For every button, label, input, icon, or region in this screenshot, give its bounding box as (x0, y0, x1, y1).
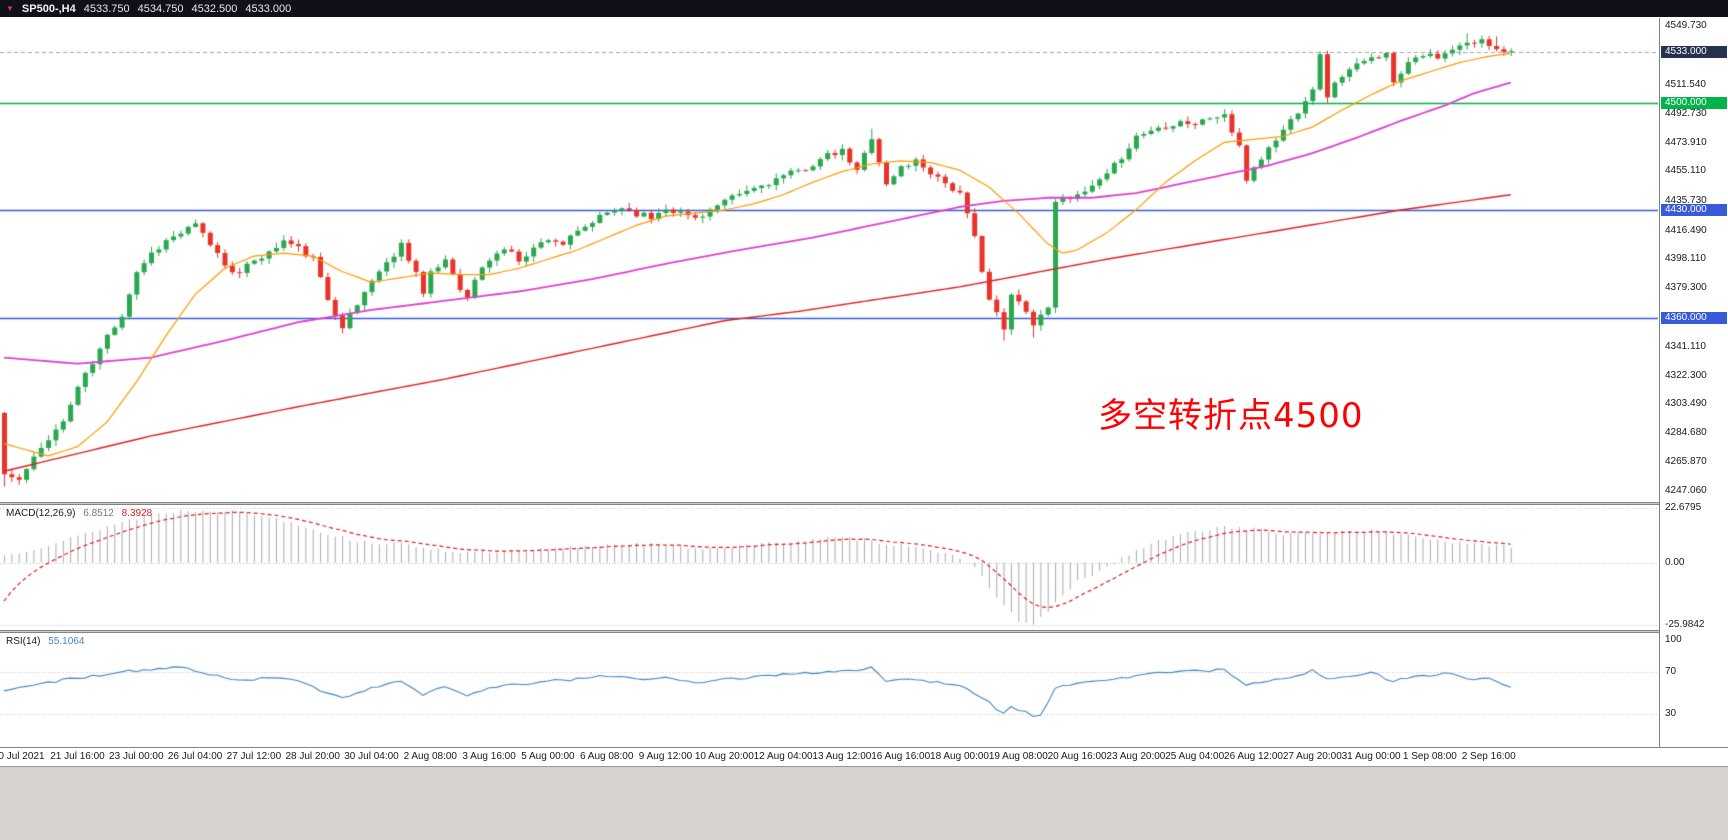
price-axis-badge-current: 4533.000 (1661, 45, 1727, 58)
terminal-background (0, 766, 1728, 840)
macd-signal-value: 8.3928 (121, 508, 153, 519)
time-axis-label: 31 Aug 00:00 (1341, 751, 1401, 762)
price-axis-label: 4473.910 (1665, 136, 1707, 148)
price-axis-badge-blue: 4360.000 (1661, 311, 1727, 324)
price-axis-label: 4492.730 (1665, 107, 1707, 119)
macd-main-value: 6.8512 (83, 508, 114, 519)
macd-axis-label: 22.6795 (1665, 502, 1702, 514)
rsi-axis-label: 30 (1665, 708, 1677, 719)
quote-close: 4533.000 (245, 2, 292, 15)
price-chart-canvas[interactable] (0, 18, 1658, 502)
price-axis-label: 4379.300 (1665, 281, 1707, 293)
price-axis-label: 4398.110 (1665, 253, 1706, 265)
macd-name: MACD(12,26,9) (6, 508, 76, 519)
time-axis-label: 20 Aug 16:00 (1047, 751, 1107, 762)
time-axis-label: 9 Aug 12:00 (638, 751, 693, 762)
time-axis-label: 27 Jul 12:00 (226, 751, 282, 762)
time-axis-label: 30 Jul 04:00 (344, 751, 399, 762)
price-axis-label: 4435.730 (1665, 195, 1707, 207)
symbol-timeframe-label: SP500-,H4 (21, 2, 76, 15)
rsi-axis-label: 100 (1665, 634, 1682, 645)
rsi-canvas[interactable] (0, 633, 1658, 747)
time-axis-label: 2 Aug 08:00 (403, 751, 457, 762)
time-axis-label: 25 Aug 04:00 (1165, 751, 1225, 762)
panel-divider[interactable] (0, 630, 1728, 633)
time-axis-label: 13 Aug 12:00 (812, 751, 872, 762)
rsi-value: 55.1064 (48, 636, 85, 647)
price-axis-label: 4247.060 (1665, 485, 1707, 497)
time-axis-label: 26 Aug 12:00 (1224, 751, 1283, 762)
price-axis-label: 4265.870 (1665, 456, 1707, 468)
time-axis-label: 28 Jul 20:00 (285, 751, 340, 762)
price-axis-badge-green: 4500.000 (1661, 96, 1727, 109)
price-axis-label: 4549.730 (1665, 20, 1707, 32)
time-axis-label: 16 Aug 16:00 (871, 751, 931, 762)
quote-high: 4534.750 (137, 2, 184, 15)
time-axis-label: 26 Jul 04:00 (167, 751, 223, 762)
price-axis-badge-blue: 4430.000 (1661, 204, 1727, 217)
quote-low: 4532.500 (191, 2, 238, 15)
macd-indicator-label: MACD(12,26,9) 6.8512 8.3928 (6, 508, 157, 519)
price-chart-panel: 多空转折点4500 (0, 18, 1659, 502)
rsi-indicator-label: RSI(14) 55.1064 (6, 636, 89, 647)
price-axis-label: 4455.110 (1665, 165, 1706, 177)
time-axis-label: 19 Aug 08:00 (988, 751, 1048, 762)
time-axis-label: 3 Aug 16:00 (462, 751, 516, 762)
price-axis[interactable]: 4549.730 4533.000 4511.540 4500.000 4492.730… (1659, 18, 1728, 747)
quote-open: 4533.750 (83, 2, 130, 15)
time-axis-label: 18 Aug 00:00 (930, 751, 989, 762)
time-axis-label: 27 Aug 20:00 (1282, 751, 1342, 762)
time-axis-label: 6 Aug 08:00 (579, 751, 634, 762)
macd-axis-label: -25.9842 (1665, 619, 1705, 631)
symbol-dropdown-icon[interactable]: ▼ (6, 3, 14, 13)
panel-divider[interactable] (0, 502, 1728, 505)
macd-panel: MACD(12,26,9) 6.8512 8.3928 (0, 505, 1659, 630)
time-axis-label: 21 Jul 16:00 (50, 751, 105, 762)
price-axis-label: 4416.490 (1665, 224, 1707, 236)
macd-canvas[interactable] (0, 505, 1658, 630)
time-axis-label: 5 Aug 00:00 (521, 751, 575, 762)
trend-annotation-text[interactable]: 多空转折点4500 (1098, 396, 1364, 436)
price-axis-label: 4284.680 (1665, 427, 1707, 439)
price-axis-label: 4322.300 (1665, 369, 1707, 381)
time-axis-label: 23 Aug 20:00 (1106, 751, 1166, 762)
chart-title-bar[interactable]: ▼ SP500-,H4 4533.750 4534.750 4532.500 4… (0, 0, 1728, 17)
rsi-panel: RSI(14) 55.1064 (0, 633, 1659, 747)
time-axis-label: 10 Aug 20:00 (694, 751, 754, 762)
rsi-axis-label: 70 (1665, 665, 1677, 677)
time-axis-label: 2 Sep 16:00 (1461, 751, 1516, 762)
macd-axis-label: 0.00 (1665, 556, 1685, 568)
time-axis-label: 23 Jul 00:00 (109, 751, 164, 762)
time-axis-label: 12 Aug 04:00 (753, 751, 813, 762)
rsi-name: RSI(14) (6, 636, 41, 647)
time-axis-label: 20 Jul 2021 (0, 751, 45, 762)
price-axis-label: 4341.110 (1665, 340, 1706, 352)
price-axis-label: 4303.490 (1665, 398, 1707, 410)
price-axis-label: 4511.540 (1665, 78, 1706, 90)
time-axis-label: 1 Sep 08:00 (1402, 751, 1457, 762)
